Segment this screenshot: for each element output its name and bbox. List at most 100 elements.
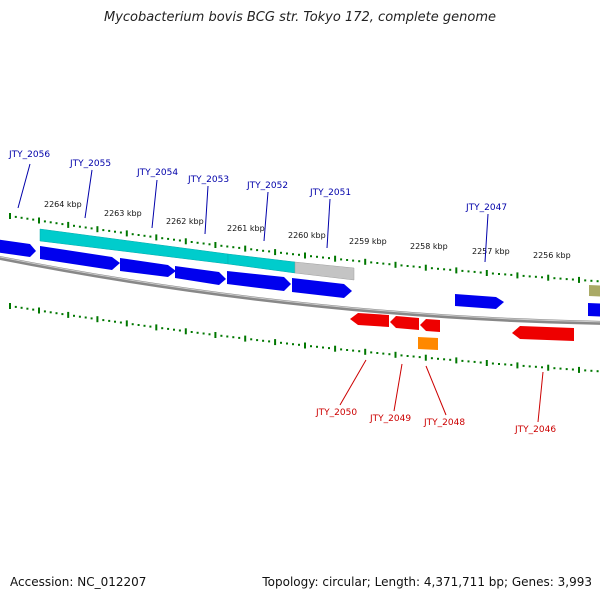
major-tick <box>364 258 367 265</box>
major-tick <box>274 339 277 346</box>
gene-right-edge-blue[interactable] <box>588 303 600 317</box>
minor-tick <box>412 265 415 268</box>
minor-tick <box>316 345 318 348</box>
gene-jty-2048[interactable] <box>420 319 440 332</box>
minor-tick <box>528 275 531 278</box>
minor-tick <box>232 336 235 339</box>
minor-tick <box>491 272 494 275</box>
gene-jty-2047[interactable] <box>455 294 504 309</box>
major-tick <box>485 270 488 276</box>
minor-tick <box>584 369 587 372</box>
minor-tick <box>61 313 64 316</box>
minor-tick <box>43 220 46 223</box>
major-tick <box>455 267 458 274</box>
minor-tick <box>565 278 568 281</box>
minor-tick <box>226 245 229 248</box>
minor-tick <box>388 263 391 266</box>
gene-jty-2052[interactable] <box>227 271 291 291</box>
gene-right-edge-olive[interactable] <box>589 285 600 297</box>
major-tick <box>424 354 427 361</box>
minor-tick <box>328 257 330 260</box>
bottom-leader-lines <box>339 359 544 423</box>
cds-grey-feature[interactable] <box>294 261 355 281</box>
gene-label-jty-2055[interactable]: JTY_2055 <box>69 159 111 169</box>
major-tick <box>67 221 70 228</box>
gene-label-jty-2051[interactable]: JTY_2051 <box>309 188 351 198</box>
minor-tick <box>202 242 205 245</box>
minor-tick <box>32 308 35 311</box>
minor-tick <box>208 243 211 246</box>
gene-jty-2046[interactable] <box>512 326 574 341</box>
minor-tick <box>328 347 330 350</box>
gene-label-jty-2046[interactable]: JTY_2046 <box>514 425 556 435</box>
minor-tick <box>298 253 300 256</box>
minor-tick <box>167 327 170 330</box>
minor-tick <box>352 349 355 352</box>
major-tick <box>304 342 306 349</box>
minor-tick <box>559 277 562 280</box>
gene-jty-2053[interactable] <box>175 266 226 285</box>
minor-tick <box>412 355 415 358</box>
minor-tick <box>173 328 175 331</box>
minor-tick <box>78 315 81 318</box>
minor-tick <box>102 229 105 232</box>
minor-tick <box>250 338 253 341</box>
gene-label-jty-2049[interactable]: JTY_2049 <box>369 414 411 424</box>
cds-cyan-feature[interactable] <box>227 253 296 274</box>
minor-tick <box>418 266 421 269</box>
minor-tick <box>178 329 181 332</box>
gene-jty-2049[interactable] <box>390 316 419 330</box>
gene-label-jty-2048[interactable]: JTY_2048 <box>423 418 465 428</box>
minor-tick <box>90 317 93 320</box>
gene-label-jty-2054[interactable]: JTY_2054 <box>136 168 178 178</box>
minor-tick <box>26 307 29 310</box>
minor-tick <box>73 224 75 227</box>
minor-tick <box>32 218 35 221</box>
gene-jty-2050[interactable] <box>350 313 389 327</box>
gene-jty-2051[interactable] <box>292 278 352 298</box>
minor-tick <box>20 306 23 309</box>
scale-label: 2263 kbp <box>104 209 142 218</box>
minor-tick <box>534 275 537 278</box>
minor-tick <box>565 368 568 371</box>
major-tick <box>485 360 488 366</box>
gene-label-jty-2056[interactable]: JTY_2056 <box>8 150 50 160</box>
minor-tick <box>590 369 593 372</box>
minor-tick <box>370 261 373 264</box>
gene-label-jty-2053[interactable]: JTY_2053 <box>187 175 229 185</box>
gene-label-jty-2052[interactable]: JTY_2052 <box>246 181 288 191</box>
top-leader-lines <box>17 163 489 263</box>
minor-tick <box>541 366 543 369</box>
minor-tick <box>84 226 87 229</box>
minor-tick <box>167 237 170 240</box>
minor-tick <box>461 359 464 362</box>
minor-tick <box>449 358 452 361</box>
minor-tick <box>208 333 211 336</box>
gene-jty-2056[interactable] <box>0 239 36 257</box>
gene-jty-2055[interactable] <box>40 246 120 270</box>
major-tick <box>96 316 99 323</box>
minor-tick <box>322 346 324 349</box>
minor-tick <box>382 352 385 355</box>
minor-tick <box>473 360 476 363</box>
major-tick <box>96 226 99 233</box>
minor-tick <box>571 278 574 281</box>
gene-orange-feature[interactable] <box>418 337 438 350</box>
minor-tick <box>590 279 593 282</box>
minor-tick <box>268 250 271 253</box>
minor-tick <box>322 256 324 259</box>
major-tick <box>155 234 158 241</box>
scale-label: 2264 kbp <box>44 200 82 209</box>
gene-label-jty-2047[interactable]: JTY_2047 <box>465 203 507 213</box>
minor-tick <box>55 312 58 315</box>
minor-tick <box>26 217 29 220</box>
major-tick <box>184 238 187 245</box>
gene-jty-2054[interactable] <box>120 258 176 277</box>
minor-tick <box>346 259 349 261</box>
minor-tick <box>161 237 164 240</box>
gene-label-jty-2050[interactable]: JTY_2050 <box>315 408 357 418</box>
minor-tick <box>553 277 556 280</box>
major-tick <box>125 320 128 327</box>
major-tick <box>547 364 550 371</box>
